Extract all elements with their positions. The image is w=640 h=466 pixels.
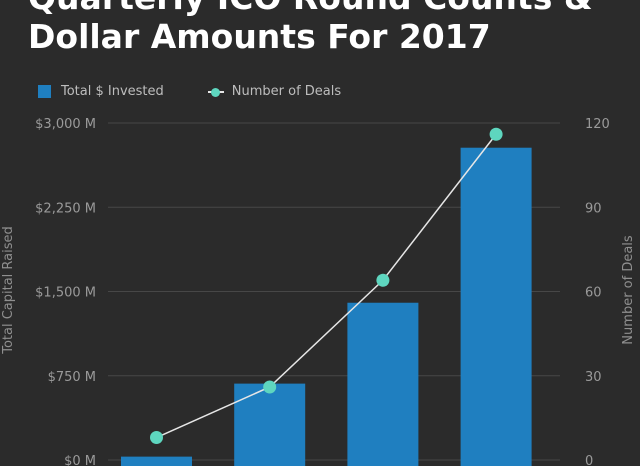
bar-3[interactable] [460, 147, 532, 466]
deals-point-2[interactable] [376, 273, 390, 287]
y2-tick-label-0: 0 [585, 454, 593, 466]
y-tick-label-1: $750 M [48, 370, 96, 385]
bar-0[interactable] [121, 456, 192, 466]
deals-point-1[interactable] [263, 380, 277, 394]
y-tick-label-4: $3,000 M [35, 117, 96, 132]
legend-item-number-of-deals[interactable]: Number of Deals [207, 84, 342, 99]
y2-tick-label-4: 120 [585, 117, 610, 132]
bar-series [121, 147, 532, 466]
y2-tick-label-3: 90 [585, 201, 602, 216]
legend-label-total-invested: Total $ Invested [61, 84, 164, 99]
y-tick-label-3: $2,250 M [35, 201, 96, 216]
line-series [150, 127, 503, 445]
chart-title-line-2: Dollar Amounts For 2017 [28, 17, 491, 56]
chart-legend: Total $ Invested Number of Deals [38, 84, 385, 99]
y-tick-label-2: $1,500 M [35, 286, 96, 301]
bar-1[interactable] [234, 383, 306, 466]
y-tick-label-0: $0 M [64, 454, 96, 466]
chart-title: Quarterly ICO Round Counts & Dollar Amou… [28, 0, 593, 56]
deals-point-0[interactable] [150, 431, 163, 445]
tick-labels: $0 M $750 M $1,500 M $2,250 M $3,000 M 0 30 60 9… [35, 117, 610, 466]
y2-tick-label-2: 60 [585, 286, 602, 301]
legend-swatch-bar [38, 85, 51, 98]
y2-axis-title: Number of Deals [621, 235, 636, 345]
y-axis-title: Total Capital Raised [1, 226, 16, 355]
y2-tick-label-1: 30 [585, 370, 602, 385]
bar-2[interactable] [347, 302, 419, 466]
legend-item-total-invested[interactable]: Total $ Invested [38, 84, 164, 99]
deals-point-3[interactable] [489, 127, 503, 141]
deals-line [156, 133, 497, 439]
legend-label-number-of-deals: Number of Deals [231, 84, 342, 99]
chart-title-line-1: Quarterly ICO Round Counts & [28, 0, 593, 17]
legend-swatch-line [207, 86, 224, 98]
